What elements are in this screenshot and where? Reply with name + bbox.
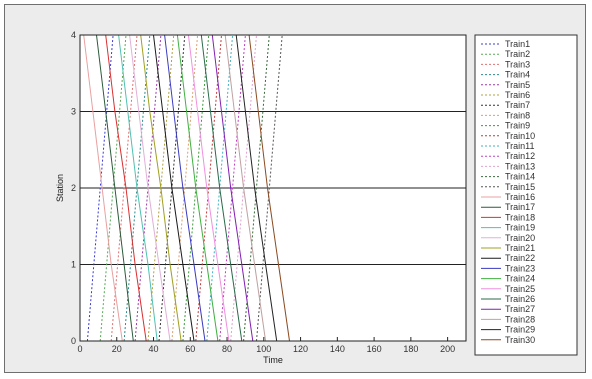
legend-label-train15: Train15 xyxy=(505,182,535,192)
x-tick-label-100: 100 xyxy=(256,344,271,354)
x-tick-label-40: 40 xyxy=(149,344,159,354)
station-time-chart: 0 20 40 60 80 100 120 140 160 180 200 0 1 2 3 4 Time S… xyxy=(55,30,578,365)
legend-label-train26: Train26 xyxy=(505,294,535,304)
figure-frame: 0 20 40 60 80 100 120 140 160 180 200 0 1 2 3 4 Time S… xyxy=(4,4,586,373)
series-train23 xyxy=(164,34,206,342)
series-train26 xyxy=(200,34,243,342)
series-train20 xyxy=(129,34,171,342)
x-tick-label-120: 120 xyxy=(293,344,308,354)
series-train16 xyxy=(83,34,123,342)
legend-label-train6: Train6 xyxy=(505,90,530,100)
x-tick-label-160: 160 xyxy=(367,344,382,354)
x-tick-label-20: 20 xyxy=(112,344,122,354)
legend-label-train27: Train27 xyxy=(505,304,535,314)
legend-label-train1: Train1 xyxy=(505,39,530,49)
legend-label-train22: Train22 xyxy=(505,253,535,263)
series-train24 xyxy=(176,34,219,342)
series-train25 xyxy=(187,34,230,342)
legend-label-train13: Train13 xyxy=(505,161,535,171)
series-train27 xyxy=(211,34,254,342)
series-train1 xyxy=(86,34,114,342)
series-train12 xyxy=(219,34,246,342)
legend-label-train21: Train21 xyxy=(505,243,535,253)
legend-label-train7: Train7 xyxy=(505,100,530,110)
legend-label-train28: Train28 xyxy=(505,314,535,324)
legend-label-train24: Train24 xyxy=(505,274,535,284)
legend-label-train20: Train20 xyxy=(505,233,535,243)
series-train28 xyxy=(224,34,267,342)
y-axis-title: Station xyxy=(55,174,65,202)
series-train3 xyxy=(110,34,138,342)
legend-label-train17: Train17 xyxy=(505,202,535,212)
series-train19 xyxy=(118,34,158,342)
series-train21 xyxy=(140,34,182,342)
legend-label-train23: Train23 xyxy=(505,263,535,273)
legend-label-train11: Train11 xyxy=(505,141,535,151)
series-train2 xyxy=(99,34,127,342)
y-tick-label-3: 3 xyxy=(71,107,76,117)
series-train18 xyxy=(105,34,147,342)
x-tick-label-140: 140 xyxy=(330,344,345,354)
series-train30 xyxy=(248,34,290,342)
legend-label-train8: Train8 xyxy=(505,110,530,120)
series-lines xyxy=(83,34,290,342)
y-tick-label-0: 0 xyxy=(71,336,76,346)
legend-label-train9: Train9 xyxy=(505,121,530,131)
x-axis-ticks: 0 20 40 60 80 100 120 140 160 180 200 xyxy=(77,337,455,354)
y-tick-label-1: 1 xyxy=(71,260,76,270)
legend-label-train10: Train10 xyxy=(505,131,535,141)
legend-label-train30: Train30 xyxy=(505,335,535,345)
legend-label-train16: Train16 xyxy=(505,192,535,202)
y-tick-label-4: 4 xyxy=(71,30,76,40)
y-axis-ticks: 0 1 2 3 4 xyxy=(71,30,84,346)
legend-box xyxy=(474,34,578,356)
x-tick-label-200: 200 xyxy=(440,344,455,354)
series-train14 xyxy=(243,34,270,342)
y-tick-label-2: 2 xyxy=(71,183,76,193)
x-tick-label-180: 180 xyxy=(403,344,418,354)
x-tick-label-60: 60 xyxy=(185,344,195,354)
legend-label-train5: Train5 xyxy=(505,80,530,90)
x-tick-label-0: 0 xyxy=(77,344,82,354)
legend-label-train3: Train3 xyxy=(505,59,530,69)
legend-label-train14: Train14 xyxy=(505,172,535,182)
series-train8 xyxy=(171,34,199,342)
legend: Train1Train2Train3Train4Train5Train6Trai… xyxy=(474,34,578,356)
series-train22 xyxy=(153,34,195,342)
series-train15 xyxy=(256,34,283,342)
legend-label-train4: Train4 xyxy=(505,70,530,80)
series-train17 xyxy=(96,34,134,342)
legend-label-train12: Train12 xyxy=(505,151,535,161)
series-train10 xyxy=(195,34,222,342)
x-tick-label-80: 80 xyxy=(222,344,232,354)
x-axis-title: Time xyxy=(263,355,283,365)
legend-label-train25: Train25 xyxy=(505,284,535,294)
series-train29 xyxy=(235,34,278,342)
legend-label-train19: Train19 xyxy=(505,223,535,233)
legend-label-train29: Train29 xyxy=(505,325,535,335)
legend-label-train18: Train18 xyxy=(505,212,535,222)
legend-label-train2: Train2 xyxy=(505,49,530,59)
